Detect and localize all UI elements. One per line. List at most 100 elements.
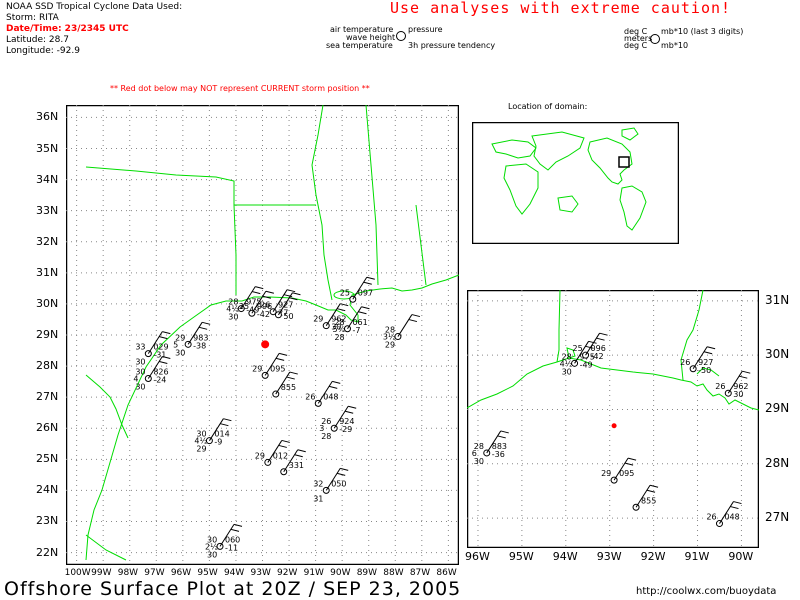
wind-barb-flag — [411, 314, 421, 318]
obs-pressure: 014 — [214, 430, 229, 439]
wind-barb-flag — [162, 356, 171, 359]
main-lat-label: 29N — [36, 328, 59, 341]
main-lon-label: 96W — [170, 568, 192, 578]
wind-barb-icon — [267, 440, 283, 463]
station-obs: 331 — [280, 449, 306, 476]
obs-pressure: 331 — [289, 461, 304, 470]
wind-barb-icon — [325, 468, 341, 491]
main-lat-label: 26N — [36, 421, 59, 435]
wind-barb-flag — [337, 308, 346, 312]
obs-air-temp: 26 — [260, 301, 270, 310]
wind-barb-icon — [325, 303, 341, 326]
obs-pressure: 095 — [270, 364, 285, 373]
main-lat-label: 25N — [36, 452, 59, 466]
obs-wave-height: 3½ — [383, 333, 396, 342]
obs-pressure: 095 — [619, 469, 634, 478]
inset-gulf-coastline — [467, 357, 759, 411]
station-obs: 29 095 — [252, 352, 288, 379]
obs-pressure: 029 — [153, 343, 168, 352]
wind-barb-flag — [159, 361, 168, 364]
obs-air-temp: 29 — [255, 451, 265, 460]
wind-barb-flag — [289, 371, 298, 375]
main-lon-label: 97W — [144, 568, 165, 578]
station-obs: 26 048 — [305, 380, 341, 407]
station-obs: 25 996-42 — [239, 290, 274, 319]
main-lat-label: 22N — [36, 545, 59, 559]
wind-barb-flag — [329, 385, 338, 389]
obs-air-temp: 28 — [228, 298, 238, 307]
wind-barb-flag — [730, 506, 739, 510]
domain-box — [618, 156, 630, 168]
obs-sea-temp: 30 — [135, 383, 145, 392]
obs-pressure: 962 — [733, 382, 748, 391]
wind-barb-flag — [585, 345, 594, 349]
obs-tendency: -50 — [698, 366, 711, 375]
obs-air-temp: 26 — [680, 358, 690, 367]
obs-sea-temp: 28 — [321, 432, 331, 441]
station-obs: 29 095 — [601, 457, 637, 484]
obs-pressure: 826 — [153, 368, 168, 377]
inset-lat-label: 28N — [765, 455, 790, 470]
wind-barb-flag — [276, 357, 285, 361]
obs-air-temp: 33 — [135, 343, 145, 352]
wind-barb-icon — [251, 290, 267, 314]
sabine-border — [233, 204, 237, 295]
storm-position-warning: ** Red dot below may NOT represent CURRE… — [110, 84, 370, 93]
legend-air-temperature: air temperature — [330, 25, 394, 34]
wind-barb-icon — [613, 457, 629, 481]
footer-url[interactable]: http://coolwx.com/buoydata — [636, 586, 777, 597]
obs-pressure: 012 — [273, 451, 288, 460]
greenland-outline — [621, 127, 639, 141]
wind-barb-icon — [719, 501, 734, 524]
wind-barb-flag — [202, 321, 211, 325]
inset-marsh — [696, 367, 720, 377]
obs-pressure: 962 — [331, 315, 346, 324]
main-lon-label: 90W — [330, 568, 351, 578]
main-lon-label: 89W — [356, 568, 378, 578]
obs-tendency: 50 — [283, 312, 293, 321]
ms-al-border — [365, 105, 379, 286]
wind-barb-flag — [646, 489, 656, 493]
obs-air-temp: 30 — [135, 368, 145, 377]
inset-map: 289754½-493025096-4226927-50269623028883… — [467, 290, 759, 548]
main-lat-label: 33N — [36, 203, 59, 217]
obs-sea-temp: 30 — [562, 367, 572, 376]
wind-barb-icon — [219, 524, 235, 547]
obs-tendency: 30 — [331, 323, 341, 332]
inset-lon-label: 90W — [728, 550, 754, 563]
main-lon-label: 88W — [383, 568, 404, 578]
wind-barb-flag — [252, 291, 261, 295]
wind-barb-flag — [733, 501, 742, 505]
rio-grande — [85, 374, 129, 439]
inset-lon-label: 96W — [464, 550, 490, 563]
obs-pressure: 855 — [281, 383, 296, 392]
wind-barb-flag — [596, 337, 605, 341]
legend-pressure-tendency: 3h pressure tendency — [408, 41, 496, 50]
obs-wave-height: 4½ — [194, 437, 207, 446]
legend-station-circle-icon-2 — [650, 34, 660, 44]
wind-barb-icon — [187, 322, 203, 345]
legend-meters: meters — [624, 34, 653, 43]
obs-sea-temp: 31 — [313, 494, 323, 503]
station-circle-icon — [280, 468, 288, 476]
obs-air-temp: 28 — [562, 352, 572, 361]
station-circle-icon — [582, 351, 590, 359]
wind-barb-icon — [264, 353, 280, 376]
header-datetime: Date/Time: 23/2345 UTC — [6, 24, 129, 34]
wind-barb-icon — [278, 292, 293, 316]
obs-pressure: 048 — [323, 392, 338, 401]
wind-barb-flag — [262, 295, 271, 299]
obs-sea-temp: 30 — [228, 313, 238, 322]
wind-barb-flag — [358, 311, 367, 315]
obs-pressure: 050 — [331, 479, 346, 488]
north-america-outline — [587, 137, 633, 185]
obs-pressure: 883 — [492, 442, 507, 451]
wind-barb-icon — [208, 418, 224, 441]
wind-barb-icon — [486, 430, 502, 454]
inset-lon-label: 91W — [684, 550, 710, 563]
main-lat-label: 32N — [36, 234, 59, 248]
main-map: 289754½-493025996-4226927275025097299623… — [66, 105, 459, 565]
wind-barb-flag — [345, 410, 354, 414]
